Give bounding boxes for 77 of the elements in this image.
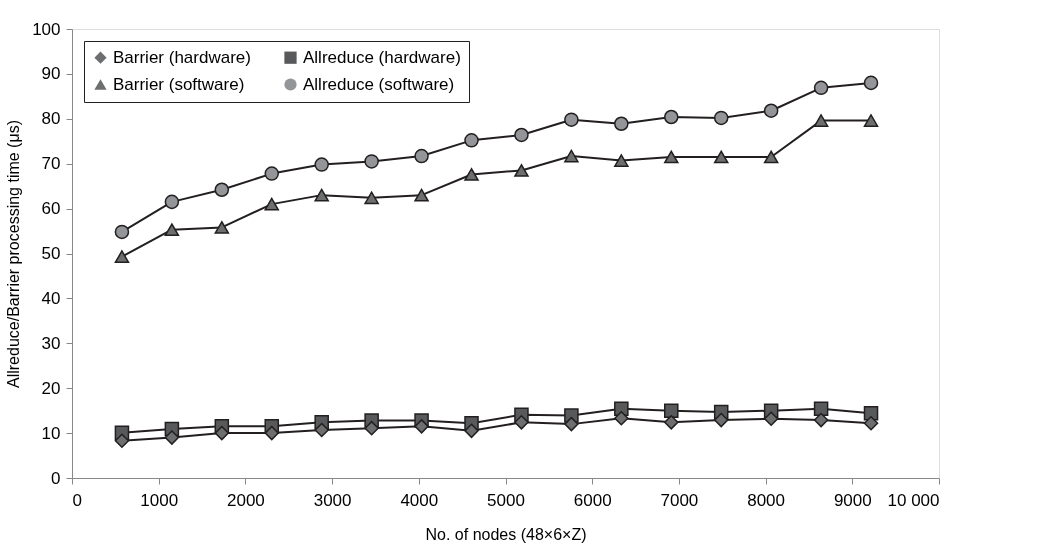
point — [464, 168, 479, 181]
point — [314, 422, 329, 438]
point — [713, 110, 729, 126]
point — [863, 415, 879, 431]
point — [114, 433, 130, 448]
point — [763, 150, 779, 164]
point — [314, 157, 329, 172]
x-tick-label: 4000 — [400, 490, 439, 510]
y-tick-label: 20 — [41, 378, 61, 398]
point — [763, 411, 779, 426]
point — [264, 166, 280, 181]
y-tick-label: 10 — [41, 423, 61, 443]
point — [564, 149, 579, 163]
x-tick-label: 3000 — [313, 490, 352, 510]
point — [314, 188, 329, 202]
point — [114, 250, 130, 264]
point — [164, 430, 180, 445]
point — [214, 182, 230, 197]
y-tick-label: 90 — [41, 64, 61, 84]
point — [863, 114, 879, 127]
point — [614, 411, 629, 426]
point — [514, 127, 529, 143]
x-tick-label: 1000 — [140, 490, 179, 510]
point — [364, 154, 379, 169]
point — [564, 416, 579, 432]
point — [664, 415, 679, 430]
y-tick-label: 60 — [41, 199, 61, 219]
point — [713, 150, 729, 164]
point — [813, 114, 829, 127]
point — [614, 116, 629, 131]
legend-label: Allreduce (hardware) — [303, 47, 461, 67]
point — [713, 412, 729, 428]
point — [813, 412, 829, 428]
point — [664, 403, 679, 418]
point — [464, 423, 479, 439]
point — [664, 150, 679, 164]
legend-label: Barrier (hardware) — [113, 47, 251, 67]
point — [114, 224, 130, 240]
point — [514, 164, 529, 177]
x-tick-label: 2000 — [226, 490, 265, 510]
legend-label: Allreduce (software) — [303, 74, 455, 94]
y-tick-label: 70 — [41, 154, 61, 174]
y-tick-label: 30 — [41, 333, 61, 353]
x-tick-label: 6000 — [573, 490, 612, 510]
x-axis-title: No. of nodes (48×6×Z) — [425, 525, 587, 543]
point — [464, 133, 479, 148]
x-tick-label: 9000 — [833, 490, 872, 510]
y-axis-title: Allreduce/Barrier processing time (μs) — [5, 120, 23, 388]
y-tick-label: 80 — [41, 109, 61, 129]
x-tick-label: 10 000 — [887, 490, 940, 510]
x-tick-label: 8000 — [747, 490, 786, 510]
point — [664, 109, 679, 125]
point — [364, 191, 379, 205]
point — [214, 221, 230, 234]
point — [164, 194, 180, 210]
point — [564, 112, 579, 127]
point — [414, 188, 429, 202]
point — [364, 420, 379, 436]
point — [514, 415, 529, 430]
point — [214, 425, 230, 441]
point — [763, 103, 779, 118]
point — [164, 223, 180, 237]
point — [264, 425, 280, 441]
x-tick-label: 0 — [72, 490, 82, 510]
point — [614, 154, 629, 167]
y-tick-label: 50 — [41, 244, 61, 263]
point — [863, 75, 879, 91]
point — [414, 419, 429, 434]
x-tick-label: 5000 — [487, 490, 525, 510]
y-tick-label: 100 — [32, 19, 61, 39]
x-tick-label: 7000 — [660, 490, 699, 510]
point — [264, 197, 280, 211]
y-tick-label: 0 — [51, 468, 61, 488]
legend-label: Barrier (software) — [113, 74, 245, 94]
point — [414, 148, 429, 164]
y-tick-label: 40 — [41, 288, 61, 308]
point — [813, 80, 829, 96]
